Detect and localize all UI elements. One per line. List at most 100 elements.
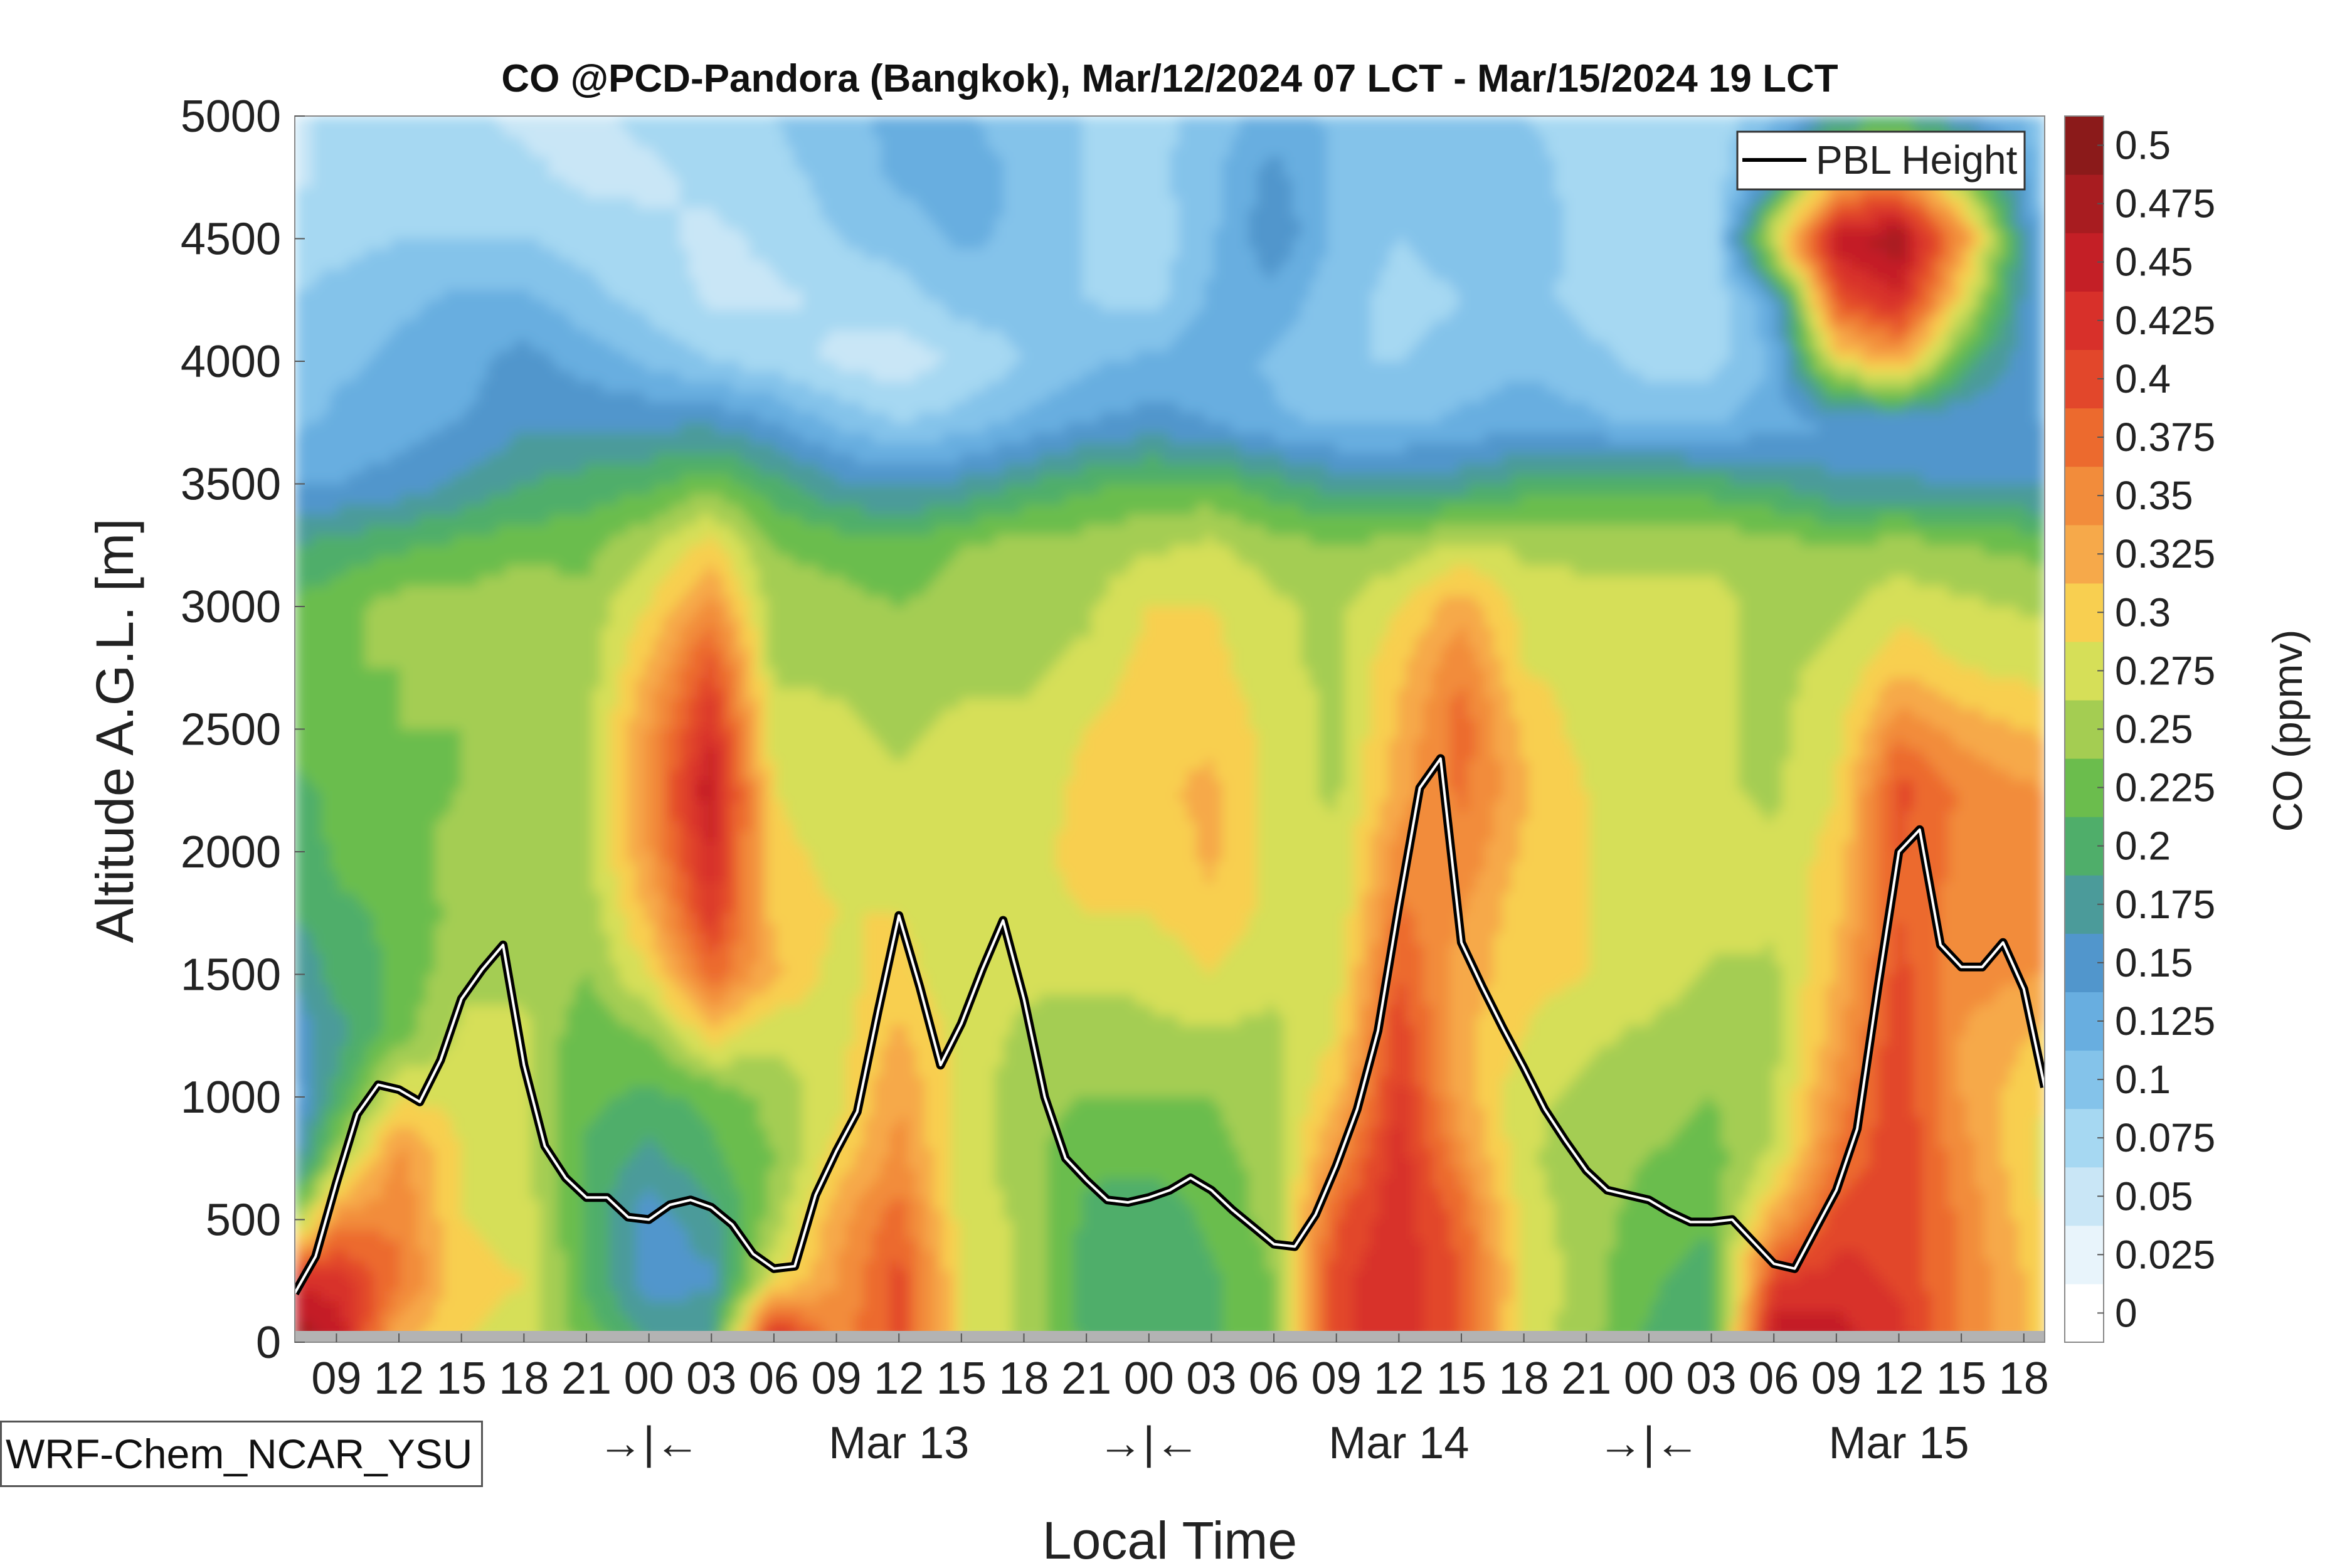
co-cell [618, 331, 628, 342]
co-cell [435, 1097, 445, 1108]
co-cell [575, 381, 585, 393]
co-cell [364, 341, 374, 352]
co-cell [522, 269, 532, 280]
co-cell [618, 1189, 628, 1200]
co-cell [601, 882, 611, 894]
co-cell [443, 412, 453, 423]
co-cell [645, 1127, 654, 1139]
co-cell [513, 188, 523, 199]
co-cell [470, 116, 479, 127]
co-cell [382, 953, 392, 965]
co-cell [417, 310, 427, 321]
co-cell [426, 903, 436, 914]
co-cell [329, 688, 339, 699]
co-cell [653, 760, 663, 771]
co-cell [575, 974, 585, 985]
co-cell [338, 1097, 348, 1108]
co-cell [566, 790, 576, 802]
co-cell [539, 320, 549, 332]
co-cell [618, 984, 628, 996]
co-cell [382, 504, 392, 516]
co-cell [408, 974, 418, 985]
co-cell [435, 474, 445, 485]
co-cell [461, 157, 470, 168]
co-cell [479, 708, 488, 720]
co-cell [531, 412, 541, 423]
co-cell [583, 290, 593, 301]
co-cell [487, 341, 497, 352]
co-cell [356, 1199, 366, 1210]
co-cell [504, 331, 514, 342]
co-cell [531, 893, 541, 904]
co-cell [592, 555, 602, 566]
co-cell [356, 882, 366, 894]
co-cell [522, 903, 532, 914]
co-cell [408, 535, 418, 546]
co-cell [461, 391, 470, 403]
co-cell [653, 524, 663, 536]
co-cell [303, 238, 313, 250]
co-cell [461, 1199, 470, 1210]
co-cell [426, 331, 436, 342]
co-cell [531, 933, 541, 945]
co-cell [522, 1127, 532, 1139]
co-cell [452, 678, 462, 689]
co-cell [539, 1260, 549, 1271]
co-cell [557, 667, 567, 679]
co-cell [504, 136, 514, 147]
co-cell [557, 1005, 567, 1016]
co-cell [522, 576, 532, 587]
co-cell [504, 657, 514, 669]
co-cell [356, 1025, 366, 1037]
co-cell [636, 1117, 645, 1128]
co-cell [461, 1322, 470, 1333]
co-cell [583, 1179, 593, 1190]
co-cell [548, 565, 558, 577]
co-cell [364, 893, 374, 904]
co-cell [312, 1301, 322, 1313]
co-cell [338, 310, 348, 321]
co-cell [575, 504, 585, 516]
co-cell [487, 1322, 497, 1333]
co-cell [583, 1138, 593, 1149]
co-cell [435, 852, 445, 863]
co-cell [592, 565, 602, 577]
co-cell [364, 248, 374, 260]
co-cell [539, 565, 549, 577]
co-cell [347, 259, 357, 270]
co-cell [618, 228, 628, 240]
co-cell [356, 269, 366, 280]
co-cell [382, 565, 392, 577]
co-cell [592, 524, 602, 536]
co-cell [636, 688, 645, 699]
co-cell [557, 320, 567, 332]
co-cell [295, 953, 304, 965]
co-cell [513, 535, 523, 546]
co-cell [627, 770, 637, 781]
co-cell [373, 810, 383, 822]
co-cell [400, 126, 410, 137]
co-cell [347, 667, 357, 679]
co-cell [522, 913, 532, 924]
co-cell [303, 1005, 313, 1016]
co-cell [320, 1025, 331, 1037]
co-cell [312, 279, 322, 290]
co-cell [592, 514, 602, 526]
co-cell [347, 800, 357, 812]
co-cell [338, 443, 348, 454]
co-cell [487, 637, 497, 649]
co-cell [435, 290, 445, 301]
co-cell [601, 1311, 611, 1323]
co-cell [303, 923, 313, 935]
co-cell [636, 1025, 645, 1037]
co-cell [382, 157, 392, 168]
co-cell [347, 637, 357, 649]
co-cell [610, 841, 620, 852]
co-cell [522, 831, 532, 842]
co-cell [539, 821, 549, 832]
co-cell [610, 576, 620, 587]
co-cell [470, 770, 479, 781]
co-cell [479, 1158, 488, 1170]
co-cell [400, 852, 410, 863]
co-cell [627, 1301, 637, 1313]
